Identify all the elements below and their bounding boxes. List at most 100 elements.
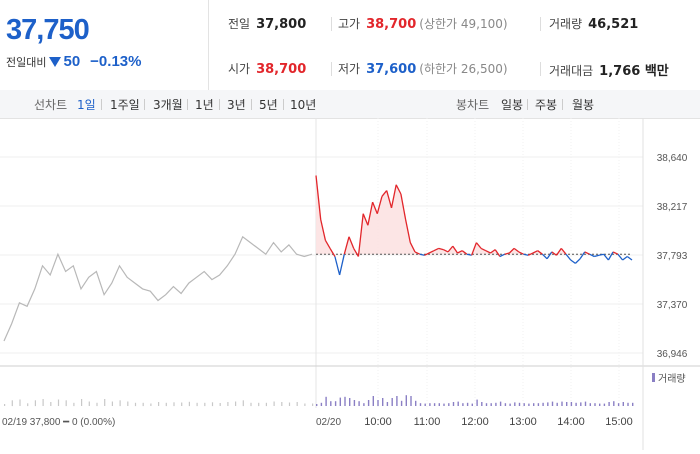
today-line-segment (371, 201, 378, 214)
volume-bar (204, 402, 206, 407)
today-line-segment (438, 247, 444, 251)
volume-bar (142, 402, 144, 407)
volume-bar (353, 400, 356, 406)
today-line-segment (334, 256, 341, 276)
current-price: 37,750 (6, 14, 90, 46)
stat-sub: (상한가 49,100) (419, 17, 508, 31)
divider (219, 99, 220, 110)
today-line-segment (367, 201, 374, 226)
volume-bar (27, 403, 29, 407)
volume-bar (481, 402, 483, 406)
volume-bar (499, 401, 502, 406)
volume-bar (433, 403, 436, 406)
today-line-segment (622, 255, 628, 261)
volume-bar (570, 402, 573, 406)
price-chart-svg: 38,640 38,217 37,793 37,370 36,946 10:00 11:0… (0, 118, 700, 450)
volume-bar (158, 402, 160, 406)
volume-bar (419, 403, 422, 406)
volume-bar (603, 403, 606, 406)
today-line-segment (508, 247, 515, 254)
volume-bar (134, 402, 137, 407)
today-line-segment (470, 242, 478, 256)
today-line-segment (320, 219, 327, 241)
today-line-segment (457, 250, 463, 254)
volume-bar (288, 402, 291, 406)
candle-tab-daily[interactable]: 일봉 (501, 98, 524, 112)
divider (187, 99, 188, 110)
divider (540, 17, 541, 31)
volume-bar (334, 401, 337, 406)
volume-bar (325, 396, 327, 406)
period-tab-5y[interactable]: 5년 (259, 98, 278, 112)
today-line-segment (409, 242, 416, 253)
volume-bar (391, 398, 393, 406)
today-line-segment (607, 251, 614, 261)
volume-bar (81, 399, 83, 406)
divider (527, 99, 528, 110)
volume-bar (542, 402, 544, 406)
volume-bar (281, 402, 283, 406)
today-line-segment (381, 190, 388, 197)
volume-bar (400, 400, 403, 406)
volume-bar (504, 403, 507, 406)
volume-bar (367, 400, 370, 406)
period-tab-1d[interactable]: 1일 (77, 98, 96, 112)
stat-label: 저가 (338, 62, 361, 76)
time-tick-label: 10:00 (364, 416, 392, 428)
today-line-segment (546, 251, 553, 260)
stat-label: 전일 (228, 17, 251, 31)
period-tab-1y[interactable]: 1년 (195, 98, 214, 112)
volume-bar (471, 403, 473, 406)
volume-bar (273, 401, 275, 406)
period-tab-1w[interactable]: 1주일 (110, 98, 140, 112)
today-line-segment (490, 249, 496, 254)
candle-tab-monthly[interactable]: 월봉 (572, 98, 595, 112)
period-tab-3y[interactable]: 3년 (227, 98, 246, 112)
volume-bar (111, 401, 113, 406)
today-line-segment (400, 193, 407, 220)
volume-bar (330, 401, 332, 406)
volume-bar (219, 403, 221, 406)
line-chart-label: 선차트 (34, 98, 68, 112)
up-area-fill (316, 175, 632, 255)
volume-bar (363, 403, 365, 406)
volume-bar (613, 401, 615, 406)
volume-bar (438, 403, 440, 406)
divider (331, 62, 332, 76)
volume-bar (589, 403, 591, 406)
today-line-segment (594, 254, 600, 258)
stat-volume: 거래량 46,521 (549, 15, 638, 32)
today-line-segment (357, 213, 364, 257)
volume-bar (344, 396, 346, 406)
volume-bar (4, 404, 6, 406)
today-line-segment (527, 252, 534, 256)
today-line-segment (570, 259, 576, 264)
candle-tab-weekly[interactable]: 주봉 (535, 98, 558, 112)
volume-bar (556, 402, 558, 406)
today-line-segment (461, 250, 468, 255)
today-line-segment (338, 254, 345, 276)
today-line-segment (424, 252, 430, 256)
stat-value: 37,600 (366, 62, 417, 77)
today-line-segment (560, 247, 567, 255)
period-tab-3m[interactable]: 3개월 (153, 98, 183, 112)
volume-bar (485, 403, 488, 406)
today-line-segment (589, 253, 595, 258)
time-tick-label: 15:00 (605, 416, 633, 428)
volume-bar (42, 399, 44, 406)
volume-bar (316, 404, 318, 406)
volume-bar (188, 401, 190, 407)
volume-bar (386, 402, 389, 406)
price-tick-label: 37,370 (657, 300, 688, 311)
today-line-segment (626, 255, 633, 261)
period-tab-10y[interactable]: 10년 (290, 98, 317, 112)
volume-bar (150, 403, 152, 406)
time-tick-label: 14:00 (557, 416, 585, 428)
stat-value: 38,700 (256, 62, 307, 77)
today-line-segment (480, 247, 487, 252)
price-tick-label: 38,640 (657, 153, 688, 164)
today-line-segment (485, 250, 491, 254)
price-tick-label: 36,946 (657, 349, 688, 360)
volume-bar (632, 402, 634, 406)
divider (562, 99, 563, 110)
